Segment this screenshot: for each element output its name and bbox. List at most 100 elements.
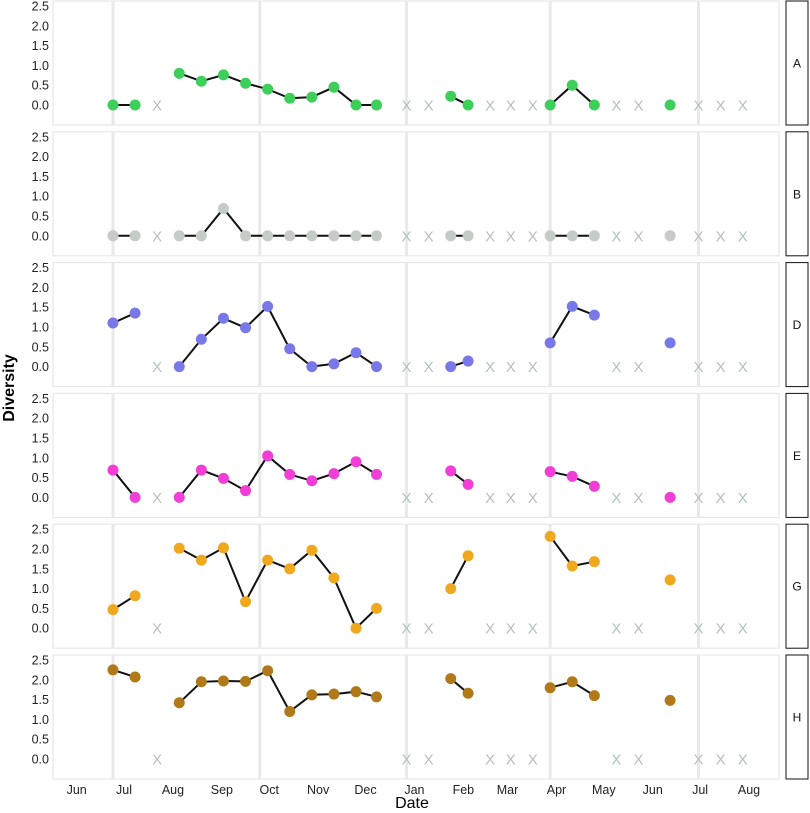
missing-sample-marker: X	[485, 228, 495, 245]
y-tick-label: 1.5	[32, 301, 49, 315]
data-point	[195, 464, 207, 476]
y-tick-label: 2.0	[32, 673, 49, 687]
data-point	[664, 574, 676, 586]
data-point	[173, 361, 185, 373]
y-tick-label: 1.5	[32, 432, 49, 446]
missing-sample-marker: X	[694, 359, 704, 376]
data-point	[328, 81, 340, 93]
data-point	[195, 676, 207, 688]
y-tick-label: 1.5	[32, 693, 49, 707]
data-point	[350, 456, 362, 468]
data-point	[566, 470, 578, 482]
data-point	[350, 347, 362, 359]
missing-sample-marker: X	[485, 490, 495, 507]
facet-panels: 0.00.51.01.52.02.5X X X X X X X X X X XA0.00.51.01…	[32, 0, 809, 797]
data-point	[173, 542, 185, 554]
facet-strip	[785, 0, 809, 126]
missing-sample-marker: X	[528, 359, 538, 376]
facet-strip-label: D	[793, 318, 802, 332]
missing-sample-marker: X	[611, 621, 621, 638]
x-tick-label: Jun	[67, 783, 87, 797]
data-point	[173, 491, 185, 503]
data-point	[566, 560, 578, 572]
data-point	[588, 690, 600, 702]
y-tick-label: 1.0	[32, 713, 49, 727]
missing-sample-marker: X	[402, 228, 412, 245]
data-point	[544, 230, 556, 242]
data-point	[107, 230, 119, 242]
data-point	[664, 337, 676, 349]
series-line-segment	[178, 304, 378, 368]
data-point	[588, 556, 600, 568]
data-point	[328, 230, 340, 242]
data-point	[306, 475, 318, 487]
y-tick-label: 2.0	[32, 19, 49, 33]
y-tick-label: 1.0	[32, 321, 49, 335]
data-point	[217, 472, 229, 484]
missing-sample-marker: X	[424, 490, 434, 507]
data-point	[284, 705, 296, 717]
missing-sample-marker: X	[694, 621, 704, 638]
missing-sample-marker: X	[152, 228, 162, 245]
y-axis-title: Diversity	[1, 354, 18, 422]
panel-background	[52, 0, 780, 126]
data-point	[371, 468, 383, 480]
missing-sample-marker: X	[424, 621, 434, 638]
data-point	[328, 358, 340, 370]
missing-sample-marker: X	[506, 490, 516, 507]
missing-sample-marker: X	[506, 752, 516, 769]
data-point	[217, 69, 229, 81]
missing-sample-marker: X	[694, 228, 704, 245]
data-point	[262, 554, 274, 566]
missing-sample-marker: X	[402, 490, 412, 507]
missing-sample-marker: X	[634, 359, 644, 376]
missing-sample-marker: X	[152, 98, 162, 115]
data-point	[462, 478, 474, 490]
facet-panel-g: 0.00.51.01.52.02.5X X X X X X X X X X XG	[32, 523, 809, 649]
missing-sample-marker: X	[611, 490, 621, 507]
data-point	[462, 550, 474, 562]
missing-sample-marker: X	[738, 621, 748, 638]
data-point	[588, 230, 600, 242]
x-tick-label: Nov	[307, 783, 330, 797]
missing-sample-marker: X	[716, 490, 726, 507]
missing-sample-marker: X	[694, 490, 704, 507]
missing-sample-marker: X	[424, 752, 434, 769]
data-point	[664, 694, 676, 706]
data-point	[129, 99, 141, 111]
panel-background	[52, 654, 780, 780]
data-point	[544, 337, 556, 349]
facet-strip	[785, 392, 809, 518]
missing-sample-marker: X	[506, 359, 516, 376]
data-point	[566, 79, 578, 91]
facet-strip-label: A	[793, 57, 801, 71]
data-point	[350, 622, 362, 634]
data-point	[129, 671, 141, 683]
facet-strip	[785, 131, 809, 257]
data-point	[107, 317, 119, 329]
data-point	[240, 485, 252, 497]
series-line-segment	[178, 546, 378, 630]
data-point	[129, 491, 141, 503]
missing-sample-marker: X	[152, 621, 162, 638]
data-point	[328, 688, 340, 700]
data-point	[371, 99, 383, 111]
y-tick-label: 1.0	[32, 59, 49, 73]
data-point	[566, 300, 578, 312]
facet-panel-e: 0.00.51.01.52.02.5X X X X X X X X X X XE	[32, 392, 809, 518]
missing-sample-marker: X	[528, 621, 538, 638]
data-point	[262, 83, 274, 95]
missing-sample-marker: X	[634, 621, 644, 638]
x-tick-label: Jun	[643, 783, 663, 797]
x-tick-label: Aug	[162, 783, 184, 797]
data-point	[371, 691, 383, 703]
missing-sample-marker: X	[738, 752, 748, 769]
data-point	[588, 480, 600, 492]
data-point	[262, 665, 274, 677]
y-tick-label: 2.0	[32, 150, 49, 164]
facet-strip	[785, 523, 809, 649]
missing-sample-marker: X	[528, 228, 538, 245]
y-tick-label: 0.5	[32, 733, 49, 747]
data-point	[284, 468, 296, 480]
data-point	[445, 583, 457, 595]
